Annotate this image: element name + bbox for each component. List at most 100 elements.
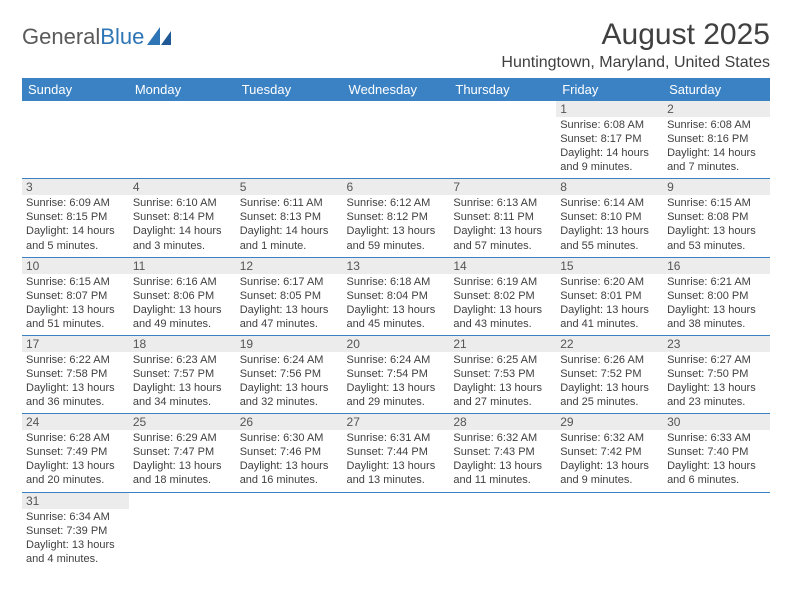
day-number: 28 — [449, 414, 556, 430]
calendar-cell — [449, 492, 556, 570]
calendar-cell: 3Sunrise: 6:09 AMSunset: 8:15 PMDaylight… — [22, 179, 129, 257]
calendar-cell — [343, 492, 450, 570]
calendar-cell: 7Sunrise: 6:13 AMSunset: 8:11 PMDaylight… — [449, 179, 556, 257]
daylight-line: Daylight: 13 hours and 6 minutes. — [667, 459, 766, 487]
day-details: Sunrise: 6:33 AMSunset: 7:40 PMDaylight:… — [663, 430, 770, 491]
day-number: 18 — [129, 336, 236, 352]
daylight-line: Daylight: 13 hours and 13 minutes. — [347, 459, 446, 487]
sunrise-line: Sunrise: 6:27 AM — [667, 353, 766, 367]
daylight-line: Daylight: 13 hours and 18 minutes. — [133, 459, 232, 487]
calendar-cell: 29Sunrise: 6:32 AMSunset: 7:42 PMDayligh… — [556, 414, 663, 492]
weekday-header: Sunday — [22, 78, 129, 101]
daylight-line: Daylight: 13 hours and 45 minutes. — [347, 303, 446, 331]
day-number: 16 — [663, 258, 770, 274]
calendar-cell: 14Sunrise: 6:19 AMSunset: 8:02 PMDayligh… — [449, 257, 556, 335]
calendar-cell — [129, 101, 236, 179]
sunset-line: Sunset: 8:16 PM — [667, 132, 766, 146]
daylight-line: Daylight: 13 hours and 47 minutes. — [240, 303, 339, 331]
day-number: 21 — [449, 336, 556, 352]
weekday-header: Monday — [129, 78, 236, 101]
day-details: Sunrise: 6:26 AMSunset: 7:52 PMDaylight:… — [556, 352, 663, 413]
calendar-cell: 22Sunrise: 6:26 AMSunset: 7:52 PMDayligh… — [556, 335, 663, 413]
sunrise-line: Sunrise: 6:08 AM — [667, 118, 766, 132]
day-details: Sunrise: 6:08 AMSunset: 8:16 PMDaylight:… — [663, 117, 770, 178]
calendar-cell: 4Sunrise: 6:10 AMSunset: 8:14 PMDaylight… — [129, 179, 236, 257]
calendar-cell: 15Sunrise: 6:20 AMSunset: 8:01 PMDayligh… — [556, 257, 663, 335]
daylight-line: Daylight: 13 hours and 32 minutes. — [240, 381, 339, 409]
sunset-line: Sunset: 8:02 PM — [453, 289, 552, 303]
daylight-line: Daylight: 13 hours and 41 minutes. — [560, 303, 659, 331]
calendar-cell: 9Sunrise: 6:15 AMSunset: 8:08 PMDaylight… — [663, 179, 770, 257]
day-number: 13 — [343, 258, 450, 274]
sunset-line: Sunset: 7:49 PM — [26, 445, 125, 459]
day-details: Sunrise: 6:24 AMSunset: 7:54 PMDaylight:… — [343, 352, 450, 413]
daylight-line: Daylight: 13 hours and 57 minutes. — [453, 224, 552, 252]
calendar-cell — [129, 492, 236, 570]
logo-text-part2: Blue — [100, 24, 144, 50]
day-details: Sunrise: 6:15 AMSunset: 8:07 PMDaylight:… — [22, 274, 129, 335]
day-details: Sunrise: 6:25 AMSunset: 7:53 PMDaylight:… — [449, 352, 556, 413]
day-details: Sunrise: 6:14 AMSunset: 8:10 PMDaylight:… — [556, 195, 663, 256]
sunset-line: Sunset: 7:44 PM — [347, 445, 446, 459]
sunset-line: Sunset: 8:14 PM — [133, 210, 232, 224]
daylight-line: Daylight: 13 hours and 20 minutes. — [26, 459, 125, 487]
sunset-line: Sunset: 8:01 PM — [560, 289, 659, 303]
day-number: 6 — [343, 179, 450, 195]
calendar-week-row: 10Sunrise: 6:15 AMSunset: 8:07 PMDayligh… — [22, 257, 770, 335]
day-details: Sunrise: 6:20 AMSunset: 8:01 PMDaylight:… — [556, 274, 663, 335]
sunrise-line: Sunrise: 6:11 AM — [240, 196, 339, 210]
calendar-cell: 5Sunrise: 6:11 AMSunset: 8:13 PMDaylight… — [236, 179, 343, 257]
sunset-line: Sunset: 7:52 PM — [560, 367, 659, 381]
day-details: Sunrise: 6:16 AMSunset: 8:06 PMDaylight:… — [129, 274, 236, 335]
day-number: 4 — [129, 179, 236, 195]
day-details: Sunrise: 6:28 AMSunset: 7:49 PMDaylight:… — [22, 430, 129, 491]
calendar-cell — [556, 492, 663, 570]
sunrise-line: Sunrise: 6:31 AM — [347, 431, 446, 445]
weekday-header: Saturday — [663, 78, 770, 101]
sunset-line: Sunset: 8:06 PM — [133, 289, 232, 303]
daylight-line: Daylight: 13 hours and 43 minutes. — [453, 303, 552, 331]
calendar-week-row: 1Sunrise: 6:08 AMSunset: 8:17 PMDaylight… — [22, 101, 770, 179]
weekday-header: Friday — [556, 78, 663, 101]
day-number: 10 — [22, 258, 129, 274]
month-title: August 2025 — [501, 18, 770, 52]
calendar-cell — [22, 101, 129, 179]
calendar-week-row: 31Sunrise: 6:34 AMSunset: 7:39 PMDayligh… — [22, 492, 770, 570]
day-number: 15 — [556, 258, 663, 274]
calendar-cell — [236, 492, 343, 570]
day-details: Sunrise: 6:13 AMSunset: 8:11 PMDaylight:… — [449, 195, 556, 256]
day-number: 20 — [343, 336, 450, 352]
sunrise-line: Sunrise: 6:16 AM — [133, 275, 232, 289]
daylight-line: Daylight: 13 hours and 36 minutes. — [26, 381, 125, 409]
day-number: 26 — [236, 414, 343, 430]
daylight-line: Daylight: 14 hours and 3 minutes. — [133, 224, 232, 252]
day-details: Sunrise: 6:21 AMSunset: 8:00 PMDaylight:… — [663, 274, 770, 335]
sunrise-line: Sunrise: 6:34 AM — [26, 510, 125, 524]
day-details: Sunrise: 6:09 AMSunset: 8:15 PMDaylight:… — [22, 195, 129, 256]
day-number: 1 — [556, 101, 663, 117]
day-number: 22 — [556, 336, 663, 352]
calendar-cell: 10Sunrise: 6:15 AMSunset: 8:07 PMDayligh… — [22, 257, 129, 335]
sunset-line: Sunset: 7:53 PM — [453, 367, 552, 381]
sunset-line: Sunset: 8:08 PM — [667, 210, 766, 224]
sunset-line: Sunset: 8:12 PM — [347, 210, 446, 224]
daylight-line: Daylight: 13 hours and 4 minutes. — [26, 538, 125, 566]
day-details: Sunrise: 6:22 AMSunset: 7:58 PMDaylight:… — [22, 352, 129, 413]
daylight-line: Daylight: 13 hours and 59 minutes. — [347, 224, 446, 252]
day-details: Sunrise: 6:32 AMSunset: 7:43 PMDaylight:… — [449, 430, 556, 491]
calendar-table: Sunday Monday Tuesday Wednesday Thursday… — [22, 78, 770, 570]
day-number: 31 — [22, 493, 129, 509]
day-number: 27 — [343, 414, 450, 430]
sunset-line: Sunset: 7:42 PM — [560, 445, 659, 459]
sunrise-line: Sunrise: 6:24 AM — [347, 353, 446, 367]
sunrise-line: Sunrise: 6:14 AM — [560, 196, 659, 210]
sunrise-line: Sunrise: 6:29 AM — [133, 431, 232, 445]
calendar-cell: 25Sunrise: 6:29 AMSunset: 7:47 PMDayligh… — [129, 414, 236, 492]
logo: GeneralBlue — [22, 18, 173, 50]
day-details: Sunrise: 6:30 AMSunset: 7:46 PMDaylight:… — [236, 430, 343, 491]
daylight-line: Daylight: 14 hours and 1 minute. — [240, 224, 339, 252]
sunset-line: Sunset: 8:04 PM — [347, 289, 446, 303]
daylight-line: Daylight: 13 hours and 9 minutes. — [560, 459, 659, 487]
sunset-line: Sunset: 8:07 PM — [26, 289, 125, 303]
header: GeneralBlue August 2025 Huntingtown, Mar… — [22, 18, 770, 72]
